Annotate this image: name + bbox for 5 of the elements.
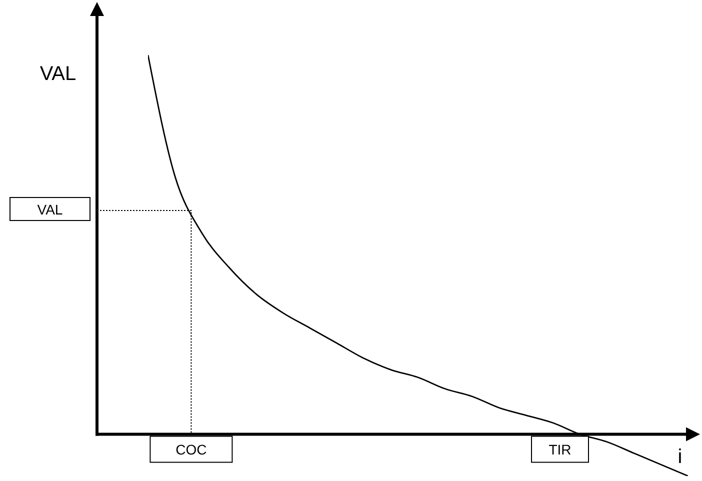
- y-axis-title: VAL: [40, 63, 76, 85]
- annotation: TIR: [548, 441, 572, 458]
- ref-line-label: VAL: [37, 202, 63, 218]
- annotation: COC: [176, 441, 207, 458]
- x-axis-title: i: [678, 446, 682, 468]
